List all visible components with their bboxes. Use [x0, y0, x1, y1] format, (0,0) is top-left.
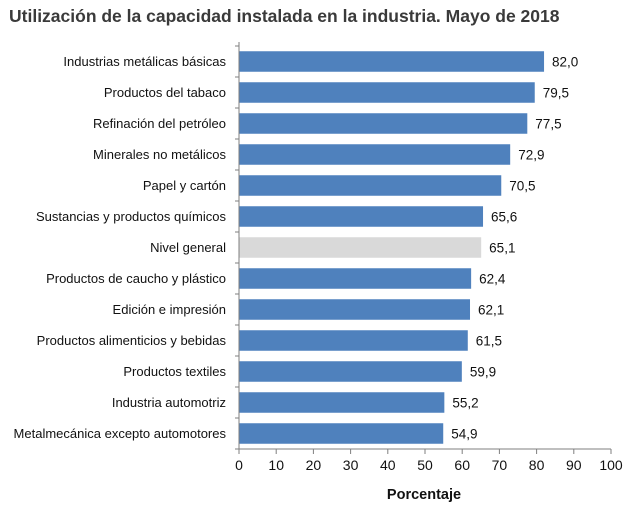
x-tick-label: 80 — [529, 457, 545, 473]
axes: 0 10 20 30 40 50 60 70 80 90 100 — [235, 42, 623, 473]
value-label: 54,9 — [451, 427, 477, 442]
value-label: 62,4 — [479, 272, 506, 287]
category-label: Nivel general — [150, 240, 226, 255]
category-label: Productos del tabaco — [104, 85, 226, 100]
bar-5 — [239, 175, 502, 196]
category-label: Industrias metálicas básicas — [63, 54, 226, 69]
value-label: 79,5 — [543, 86, 569, 101]
bar-6 — [239, 206, 484, 227]
value-label: 59,9 — [470, 365, 496, 380]
category-label: Industria automotriz — [112, 395, 226, 410]
value-label: 55,2 — [452, 396, 478, 411]
value-label: 61,5 — [476, 334, 502, 349]
bar-8 — [239, 268, 472, 289]
bar-12 — [239, 392, 445, 413]
bar-11 — [239, 361, 462, 382]
category-label: Productos textiles — [123, 364, 226, 379]
x-tick-label: 20 — [306, 457, 322, 473]
value-label: 77,5 — [535, 117, 561, 132]
category-label: Metalmecánica excepto automotores — [14, 426, 227, 441]
bar-3 — [239, 113, 528, 134]
x-tick-label: 70 — [492, 457, 508, 473]
x-tick-label: 0 — [235, 457, 243, 473]
value-labels: 82,0 79,5 77,5 72,9 70,5 65,6 65,1 62,4 62,1 61,5… — [451, 55, 578, 442]
value-label: 62,1 — [478, 303, 504, 318]
bar-13 — [239, 423, 444, 444]
category-label: Productos alimenticios y bebidas — [37, 333, 227, 348]
bar-2 — [239, 82, 535, 103]
bar-10 — [239, 330, 468, 351]
bar-9 — [239, 299, 471, 320]
value-label: 70,5 — [509, 179, 535, 194]
x-axis-title: Porcentaje — [387, 487, 461, 503]
value-label: 65,6 — [491, 210, 517, 225]
x-tick-label: 50 — [417, 457, 433, 473]
x-tick-label: 100 — [599, 457, 623, 473]
bars-group — [239, 51, 545, 444]
bar-7 — [239, 237, 482, 258]
x-tick-label: 60 — [454, 457, 470, 473]
x-tick-label: 30 — [343, 457, 359, 473]
category-label: Productos de caucho y plástico — [46, 271, 226, 286]
category-label: Edición e impresión — [113, 302, 226, 317]
value-label: 82,0 — [552, 55, 578, 70]
value-label: 65,1 — [489, 241, 515, 256]
category-labels: Industrias metálicas básicas Productos de… — [14, 54, 227, 441]
bar-4 — [239, 144, 511, 165]
x-tick-label: 10 — [268, 457, 284, 473]
x-tick-label: 40 — [380, 457, 396, 473]
value-label: 72,9 — [518, 148, 544, 163]
category-label: Papel y cartón — [143, 178, 226, 193]
category-label: Refinación del petróleo — [93, 116, 226, 131]
category-label: Sustancias y productos químicos — [36, 209, 227, 224]
x-tick-label: 90 — [566, 457, 582, 473]
chart-title: Utilización de la capacidad instalada en… — [9, 6, 560, 26]
category-label: Minerales no metálicos — [93, 147, 226, 162]
bar-1 — [239, 51, 545, 72]
